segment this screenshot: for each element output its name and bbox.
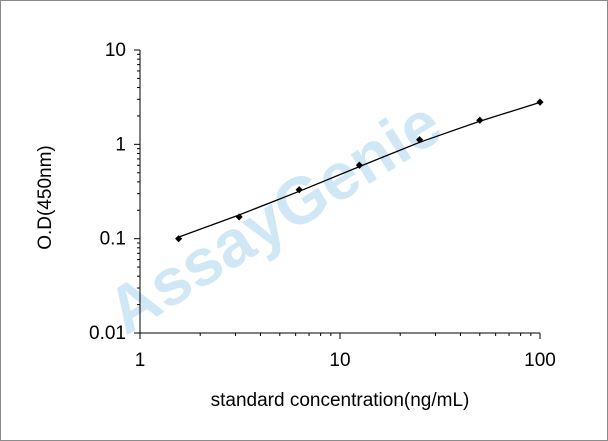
data-point <box>355 161 363 169</box>
y-axis-label: O.D(450nm) <box>35 145 56 250</box>
data-point <box>415 136 424 144</box>
y-tick-label: 0.1 <box>100 229 126 250</box>
y-tick-label: 1 <box>115 134 126 155</box>
data-point <box>175 235 183 243</box>
data-point <box>235 213 243 221</box>
data-point <box>295 186 303 194</box>
x-axis-label: standard concentration(ng/mL) <box>211 390 470 411</box>
data-point <box>536 98 544 106</box>
x-tick-label: 1 <box>135 350 146 371</box>
y-tick-label: 10 <box>105 40 126 61</box>
watermark-text: AssayGenie <box>94 85 454 348</box>
data-point <box>476 116 484 124</box>
y-tick-label: 0.01 <box>89 323 126 344</box>
x-tick-label: 10 <box>329 350 350 371</box>
x-tick-label: 100 <box>524 350 556 371</box>
